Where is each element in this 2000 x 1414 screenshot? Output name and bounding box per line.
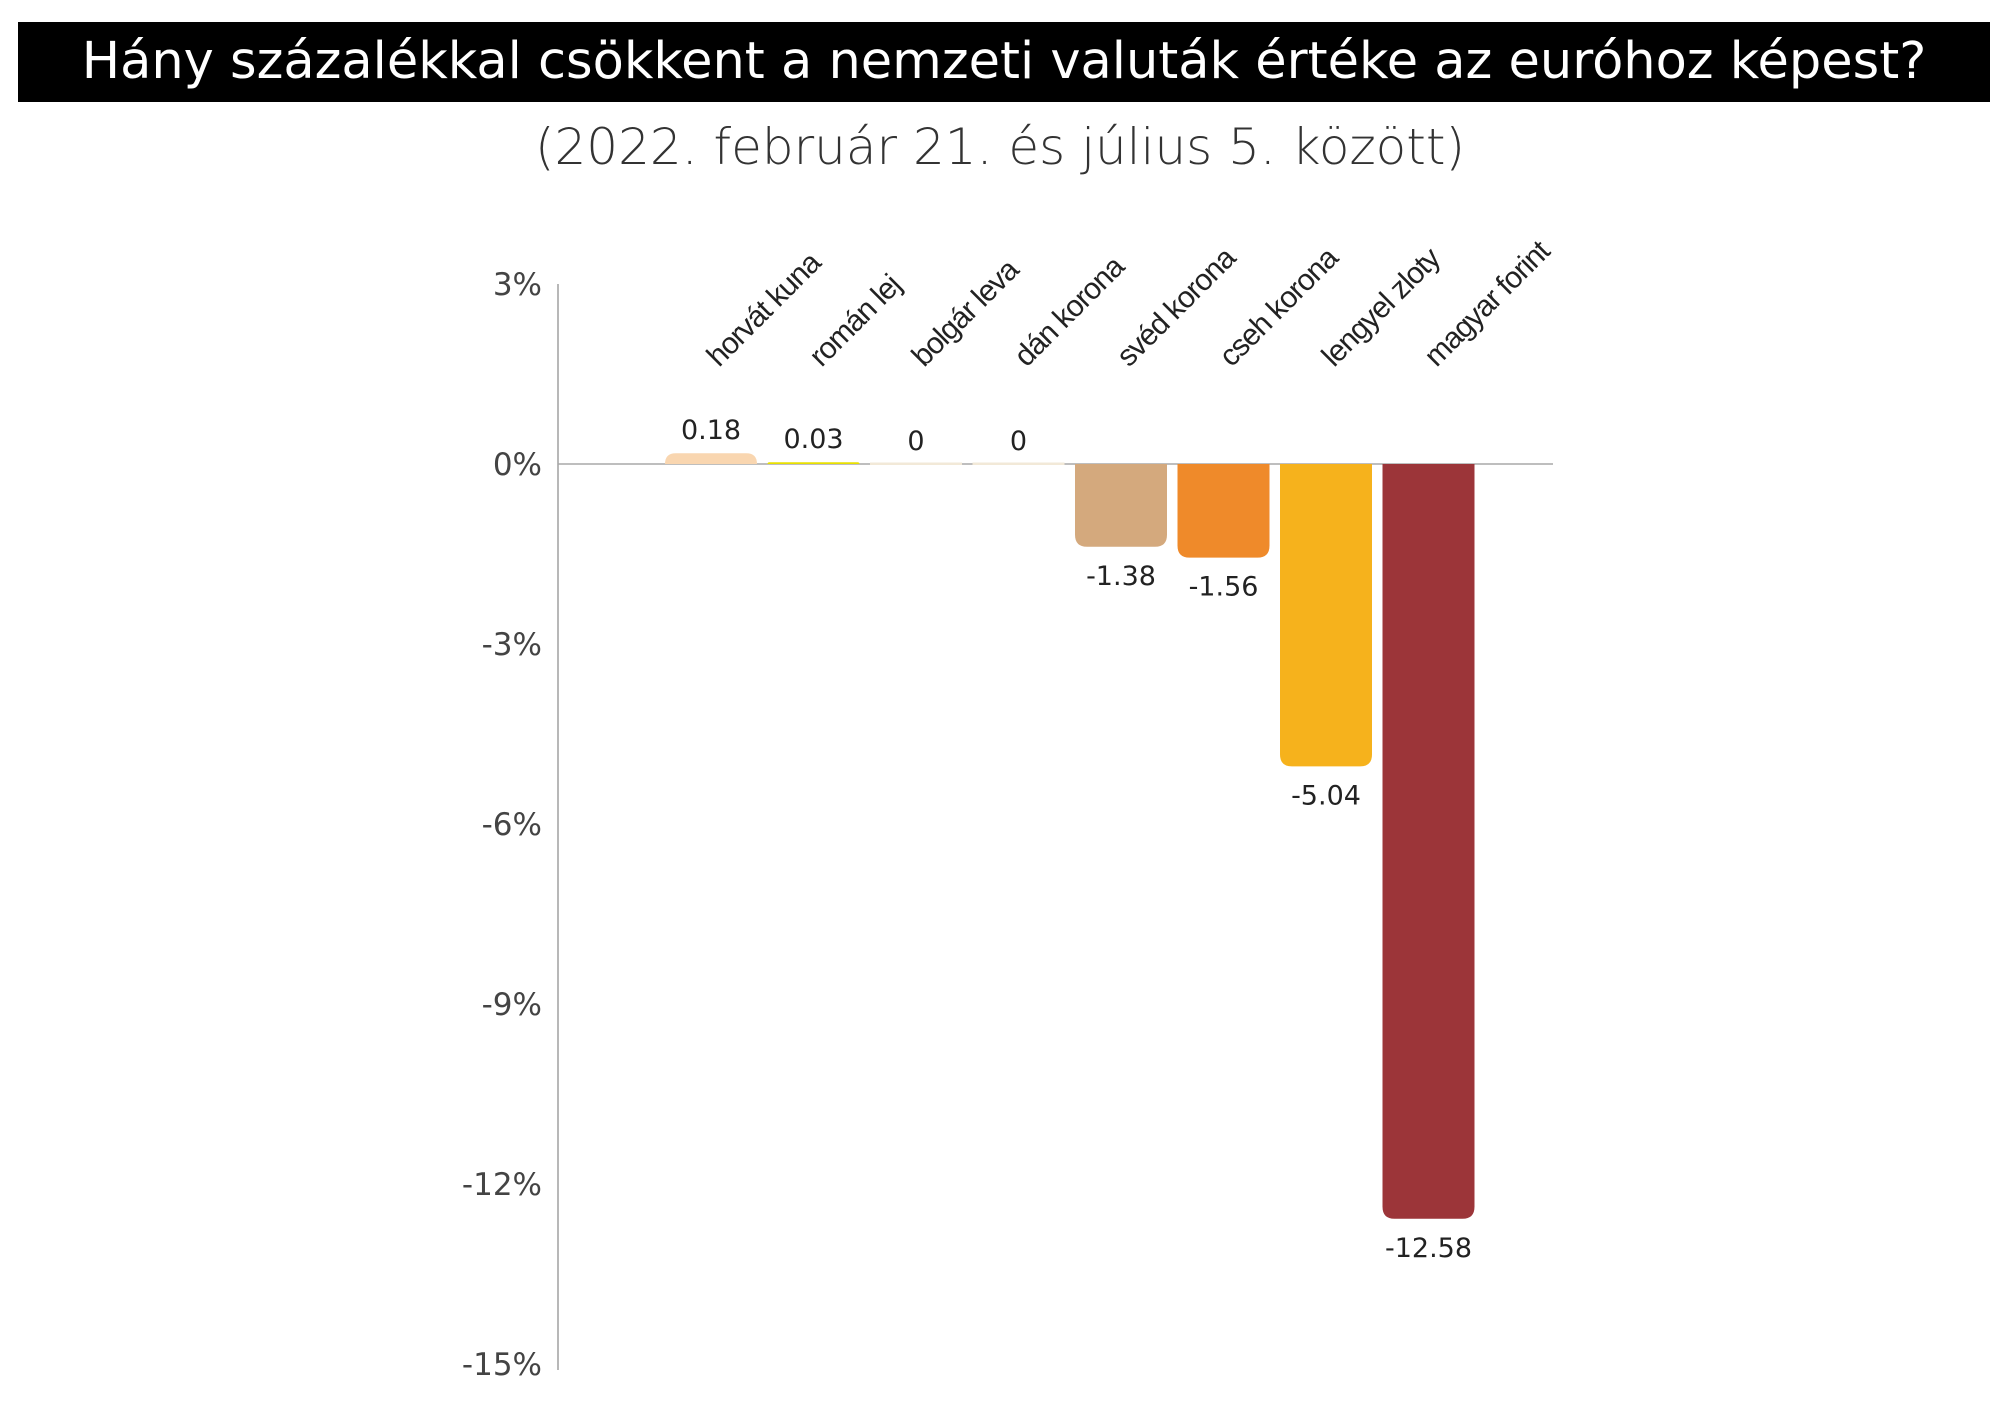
value-label: -12.58 [1385,1233,1472,1264]
category-label: magyar forint [1418,234,1557,373]
y-tick-label: -6% [482,807,542,843]
y-tick-label: -3% [482,627,542,663]
value-label: 0 [907,426,924,457]
y-tick-label: -12% [462,1167,542,1203]
category-label: román lej [803,269,907,373]
bar-1 [767,462,860,464]
axis-layer: 3% 0% -3% -6% -9% -12% -15% [462,267,1553,1383]
y-tick-label: -15% [462,1347,542,1383]
bar-0 [665,453,757,464]
y-tick-label: 0% [493,447,542,483]
bar-7 [1382,464,1475,1219]
value-label: 0.18 [681,415,741,446]
value-label: 0.03 [783,424,843,455]
value-label: -1.38 [1086,561,1156,592]
bar-4 [1075,464,1167,547]
value-label: -1.56 [1189,572,1259,603]
bar-5 [1177,464,1270,558]
bars-layer [665,453,1475,1219]
chart-subtitle: (2022. február 21. és július 5. között) [534,118,1465,176]
chart-title: Hány százalékkal csökkent a nemzeti valu… [18,22,1990,102]
bar-2 [870,462,962,465]
bar-3 [972,462,1065,465]
category-label: bolgár leva [906,253,1026,373]
value-label: 0 [1010,426,1027,457]
y-tick-label: -9% [482,987,542,1023]
bar-6 [1280,464,1372,767]
value-label: -5.04 [1291,780,1361,811]
y-tick-label: 3% [493,267,542,303]
category-label: dán korona [1008,250,1131,373]
